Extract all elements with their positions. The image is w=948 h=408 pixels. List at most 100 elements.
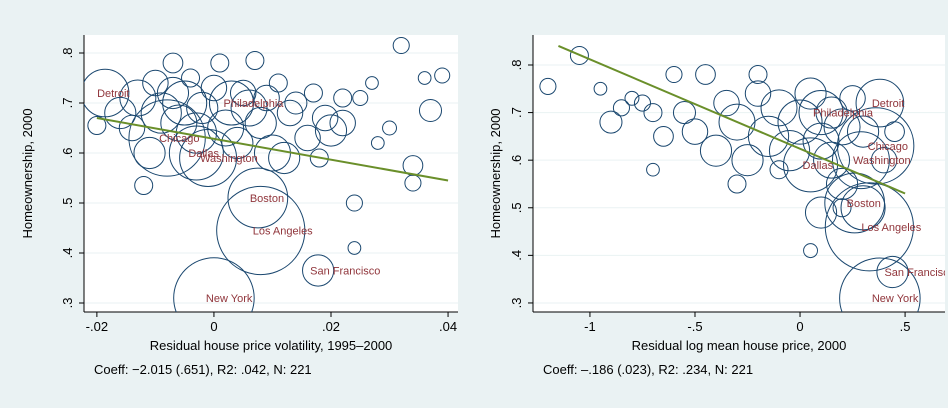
- y-tick-label: .7: [60, 98, 75, 109]
- point-label: Detroit: [97, 88, 129, 100]
- bubble: [760, 89, 798, 127]
- plot-region: [84, 35, 458, 312]
- bubble: [813, 141, 851, 179]
- bubble: [846, 115, 880, 148]
- fit-line: [96, 117, 449, 182]
- point-label: New York: [872, 293, 919, 305]
- bubble: [803, 243, 819, 259]
- bubble: [681, 118, 709, 145]
- bubble: [769, 160, 789, 180]
- bubble: [140, 92, 182, 134]
- point-label: Detroit: [872, 98, 904, 110]
- note: Coeff: −2.015 (.651), R2: .042, N: 221: [94, 362, 312, 377]
- bubble: [333, 88, 353, 108]
- bubble: [802, 122, 840, 160]
- bubble: [699, 134, 733, 167]
- bubble: [329, 109, 356, 137]
- bubble: [133, 136, 166, 170]
- bubble: [747, 115, 790, 158]
- y-axis-label: Homeownership, 2000: [20, 108, 35, 238]
- bubble: [748, 65, 768, 85]
- bubble: [794, 77, 827, 110]
- note: Coeff: –.186 (.023), R2: .234, N: 221: [543, 362, 753, 377]
- bubble: [173, 257, 255, 312]
- y-tick-label: .5: [509, 202, 524, 213]
- panel: .3 .4 .5 .6 .7 .8 -1 -.5 0 .5 Residual log mean ho…: [488, 35, 948, 377]
- x-tick-label: .5: [900, 319, 911, 334]
- fit-line: [558, 45, 906, 195]
- bubble: [832, 198, 852, 218]
- bubble: [311, 104, 339, 132]
- panel: .3 .4 .5 .6 .7 .8 -.02 0 .02 .04 Residual house pr…: [20, 35, 458, 377]
- bubble: [840, 185, 886, 231]
- bubble: [210, 53, 230, 73]
- bubble: [284, 91, 308, 115]
- x-tick-label: 0: [796, 319, 803, 334]
- y-axis-label: Homeownership, 2000: [488, 108, 503, 238]
- y-tick-label: .6: [509, 155, 524, 166]
- bubble: [884, 121, 905, 142]
- bubble: [276, 99, 304, 127]
- bubble: [244, 106, 277, 140]
- bubble: [229, 79, 257, 107]
- bubble: [162, 52, 184, 74]
- bubble: [119, 79, 157, 117]
- y-tick-label: .4: [60, 248, 75, 259]
- bubble: [162, 80, 208, 126]
- x-tick-label: 0: [210, 319, 217, 334]
- x-tick-label: -.5: [687, 319, 702, 334]
- y-tick-label: .7: [509, 107, 524, 118]
- bubble: [268, 141, 301, 175]
- bubble: [824, 182, 914, 272]
- bubble: [207, 109, 245, 147]
- point-label: Philadelphia: [813, 108, 874, 120]
- bubble: [230, 89, 268, 127]
- bubble: [633, 94, 652, 112]
- bubble: [777, 99, 823, 145]
- bubble: [731, 144, 764, 177]
- point-label: Chicago: [159, 133, 199, 145]
- point-label: Los Angeles: [253, 226, 313, 238]
- bubble: [593, 81, 608, 96]
- bubble: [839, 85, 866, 112]
- bubble: [599, 110, 623, 134]
- point-label: Boston: [250, 193, 284, 205]
- y-tick-label: .8: [509, 60, 524, 71]
- bubble: [804, 196, 838, 229]
- bubble: [221, 126, 254, 160]
- bubble: [713, 89, 740, 117]
- bubble: [245, 51, 265, 70]
- bubble: [227, 167, 289, 229]
- bubble: [624, 90, 640, 106]
- bubble: [612, 99, 631, 117]
- point-label: Washington: [200, 153, 258, 165]
- bubble: [832, 131, 890, 190]
- x-tick-label: -.02: [86, 319, 108, 334]
- bubble: [815, 96, 848, 129]
- point-label: New York: [206, 293, 253, 305]
- bubble: [643, 103, 663, 123]
- bubble: [208, 80, 255, 126]
- x-tick-label: .04: [439, 319, 457, 334]
- bubble: [309, 148, 329, 168]
- point-label: San Francisco: [884, 267, 948, 279]
- x-axis-label: Residual log mean house price, 2000: [632, 338, 847, 353]
- bubble: [253, 84, 280, 112]
- point-label: Philadelphia: [223, 98, 284, 110]
- bubble: [200, 74, 228, 102]
- bubble: [294, 124, 321, 152]
- bubble: [870, 146, 898, 174]
- bubble: [418, 98, 443, 123]
- y-tick-label: .8: [60, 48, 75, 59]
- bubble: [876, 255, 909, 289]
- bubble: [370, 136, 385, 150]
- bubble: [345, 194, 363, 212]
- bubble: [314, 114, 348, 147]
- bubble: [156, 76, 190, 110]
- bubble: [768, 130, 811, 172]
- bubble: [417, 71, 432, 85]
- bubble: [665, 65, 683, 84]
- bubble: [216, 185, 306, 276]
- bubble: [744, 80, 772, 107]
